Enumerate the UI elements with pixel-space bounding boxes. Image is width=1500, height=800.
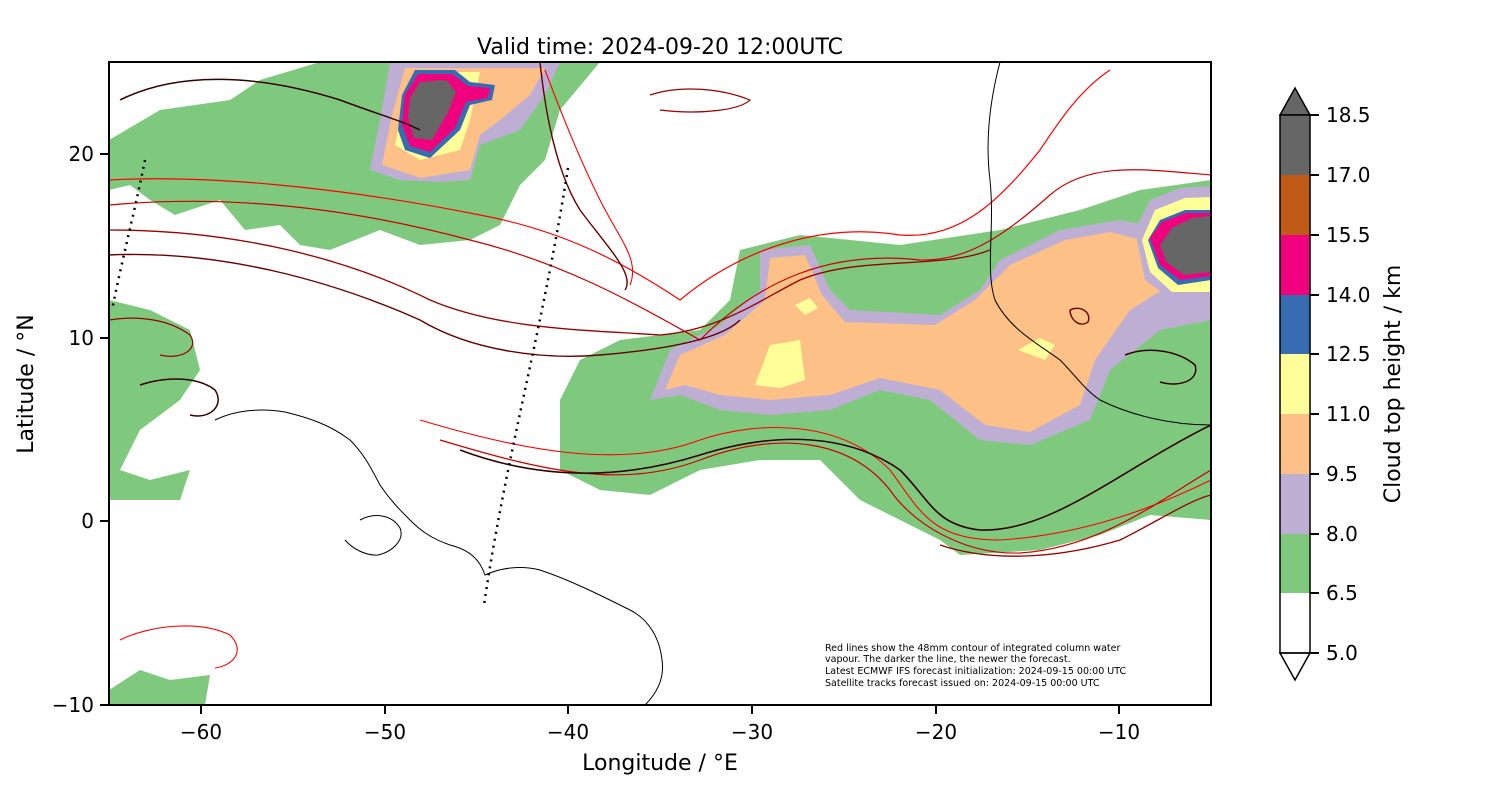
colorbar-frame	[1279, 114, 1311, 654]
note-line: vapour. The darker the line, the newer t…	[825, 654, 1071, 665]
coastline-south-america	[214, 409, 664, 705]
colorbar-extend-max	[1278, 86, 1312, 116]
colorbar-segment	[1280, 175, 1310, 235]
x-axis	[200, 705, 1120, 714]
y-axis-label: Latitude / °N	[14, 314, 39, 453]
colorbar-segment	[1280, 295, 1310, 354]
wv-contour-line	[139, 378, 219, 417]
colorbar-segment	[1280, 474, 1310, 534]
colorbar-segment	[1280, 235, 1310, 295]
colorbar-tick-label: 11.0	[1326, 402, 1371, 426]
colorbar-tick-label: 14.0	[1326, 283, 1371, 307]
wv-contour-line	[1069, 307, 1090, 325]
wv-contour-line	[109, 69, 1111, 301]
wv-contour-line	[119, 78, 421, 131]
x-tick-label: −30	[731, 720, 773, 744]
colorbar-extend-min	[1278, 652, 1312, 682]
colorbar-tick-label: 18.5	[1326, 103, 1371, 127]
note-line: Red lines show the 48mm contour of integ…	[825, 643, 1120, 654]
wv-contour-line	[539, 62, 628, 291]
map-plot-area	[109, 62, 1211, 705]
x-tick-label: −40	[547, 720, 589, 744]
x-tick-label: −60	[180, 720, 222, 744]
forecast-note: Red lines show the 48mm contour of integ…	[825, 643, 1126, 689]
colorbar-tick-label: 9.5	[1326, 462, 1358, 486]
y-tick-label: 10	[69, 326, 94, 350]
cloud-region-nw-grey	[408, 80, 456, 140]
y-tick-label: −10	[52, 693, 94, 717]
wv-contour-line	[459, 424, 1211, 531]
cloud-region-central-yellow-3	[795, 298, 818, 315]
wv-contour-line	[544, 69, 634, 286]
cloud-region-central-yellow-2	[1018, 338, 1055, 360]
y-tick-label: 20	[69, 142, 94, 166]
colorbar-tick-label: 8.0	[1326, 522, 1358, 546]
colorbar-tick-label: 15.5	[1326, 223, 1371, 247]
wv-contour-line	[419, 419, 1211, 541]
map-title: Valid time: 2024-09-20 12:00UTC	[477, 35, 843, 60]
note-line: Latest ECMWF IFS forecast initialization…	[825, 666, 1126, 677]
plot-frame	[108, 61, 1212, 706]
coastline-amazon-delta	[344, 515, 402, 556]
cloud-region-central-yellow-1	[755, 340, 805, 388]
wv-contour-line	[109, 229, 991, 336]
wv-contour-line	[1124, 349, 1197, 385]
colorbar-tick-label: 12.5	[1326, 342, 1371, 366]
coastlines	[214, 62, 1211, 705]
wv-contour-line	[109, 169, 1211, 341]
wv-contour-line	[109, 253, 741, 357]
colorbar-segment	[1280, 414, 1310, 474]
colorbar-tick-label: 5.0	[1326, 641, 1358, 665]
wv-contour-line	[649, 88, 752, 113]
colorbar-tick-label: 17.0	[1326, 163, 1371, 187]
cloud-region-west-green	[109, 300, 200, 500]
x-tick-label: −20	[915, 720, 957, 744]
wv-contour-line	[439, 439, 1211, 554]
colorbar-tick-label: 6.5	[1326, 581, 1358, 605]
x-tick-label: −50	[364, 720, 406, 744]
y-axis	[100, 153, 109, 706]
colorbar-segment	[1280, 115, 1310, 175]
cloud-region-ne-grey	[1160, 216, 1211, 275]
wv-contour-line	[109, 317, 194, 357]
y-tick-label: 0	[81, 509, 94, 533]
colorbar-segment	[1280, 593, 1310, 653]
colorbar-label: Cloud top height / km	[1381, 265, 1406, 504]
colorbar: 18.5 17.0 15.5 14.0 12.5 11.0 9.5 8.0 6.…	[1278, 86, 1406, 682]
colorbar-segment	[1280, 354, 1310, 414]
wv-contour-line	[939, 494, 1211, 557]
note-line: Satellite tracks forecast issued on: 202…	[825, 678, 1100, 689]
cloud-field-layer	[109, 62, 1211, 705]
water-vapour-contours	[109, 62, 1211, 669]
cloud-region-sw-green	[109, 670, 210, 705]
x-tick-label: −10	[1098, 720, 1140, 744]
colorbar-segment	[1280, 534, 1310, 593]
x-axis-label: Longitude / °E	[582, 751, 738, 776]
coastline-africa	[987, 62, 1211, 426]
wv-contour-line	[119, 625, 238, 669]
